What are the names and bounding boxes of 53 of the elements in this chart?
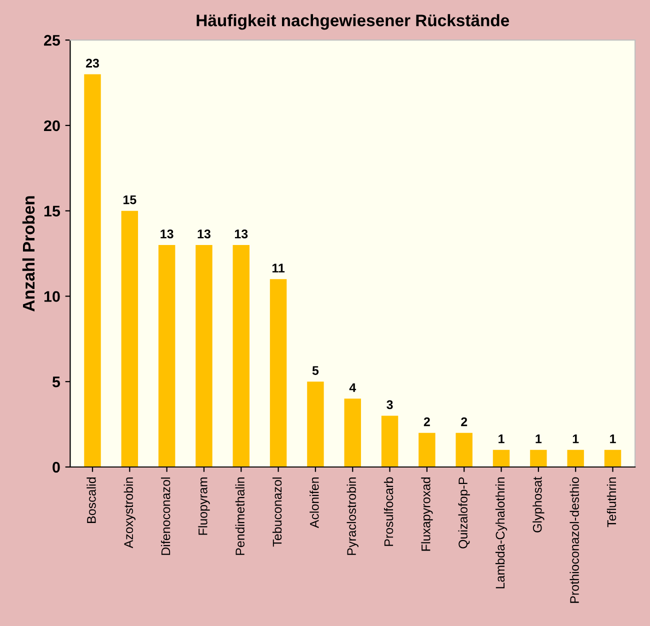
data-label: 4 bbox=[349, 383, 356, 392]
bar bbox=[270, 279, 287, 467]
x-tick-label: Glyphosat bbox=[532, 476, 544, 532]
data-label: 13 bbox=[160, 230, 174, 238]
y-tick-label: 15 bbox=[44, 206, 60, 217]
bar bbox=[567, 450, 584, 467]
chart-title: Häufigkeit nachgewiesener Rückstände bbox=[196, 14, 510, 30]
x-tick-label: Pendimethalin bbox=[235, 478, 244, 555]
bar bbox=[604, 450, 622, 467]
bar bbox=[307, 382, 324, 467]
bar bbox=[381, 416, 398, 467]
x-tick-label: Aclonifen bbox=[310, 478, 319, 528]
data-label: 1 bbox=[536, 434, 542, 444]
data-label: 15 bbox=[123, 195, 136, 204]
y-axis-title: Anzahl Proben bbox=[22, 196, 35, 312]
data-label: 1 bbox=[498, 434, 504, 444]
data-label: 2 bbox=[461, 417, 468, 426]
y-tick-label: 25 bbox=[44, 34, 60, 46]
bar bbox=[492, 450, 510, 467]
bar bbox=[418, 432, 436, 467]
x-tick-label: Fluxapyroxad bbox=[421, 478, 433, 551]
x-tick-label: Lambda-Cyhalothrin bbox=[495, 478, 508, 588]
x-tick-label: Tefluthrin bbox=[606, 478, 616, 528]
data-label: 11 bbox=[272, 264, 285, 272]
x-tick-label: Tebuconazol bbox=[272, 478, 282, 547]
bar bbox=[232, 244, 250, 467]
data-label: 3 bbox=[386, 400, 393, 410]
bar bbox=[530, 450, 547, 467]
data-label: 13 bbox=[198, 230, 210, 238]
bar bbox=[121, 210, 138, 467]
x-tick-label: Azoxystrobin bbox=[124, 478, 136, 548]
data-label: 1 bbox=[610, 434, 616, 444]
bar bbox=[84, 74, 101, 467]
bar bbox=[344, 398, 361, 467]
x-tick-label: Prosulfocarb bbox=[384, 477, 394, 546]
x-tick-label: Difenoconazol bbox=[160, 478, 170, 555]
bar bbox=[158, 244, 176, 467]
data-label: 13 bbox=[234, 230, 248, 238]
x-tick-label: Quizalofop-P bbox=[458, 477, 470, 548]
x-tick-label: Boscalid bbox=[86, 478, 96, 523]
bar bbox=[456, 432, 472, 467]
y-tick-label: 5 bbox=[52, 376, 60, 388]
x-tick-label: Fluopyram bbox=[198, 478, 210, 535]
x-tick-label: Prothioconazol-desthio bbox=[570, 477, 579, 603]
y-tick-label: 10 bbox=[44, 291, 60, 302]
y-tick-label: 0 bbox=[52, 462, 60, 473]
data-label: 1 bbox=[572, 434, 579, 444]
x-tick-label: Pyraclostrobin bbox=[346, 478, 358, 555]
data-label: 2 bbox=[424, 417, 430, 426]
data-label: 5 bbox=[312, 366, 319, 375]
data-label: 23 bbox=[86, 58, 99, 68]
y-tick-label: 20 bbox=[44, 120, 60, 132]
bar bbox=[196, 244, 212, 467]
